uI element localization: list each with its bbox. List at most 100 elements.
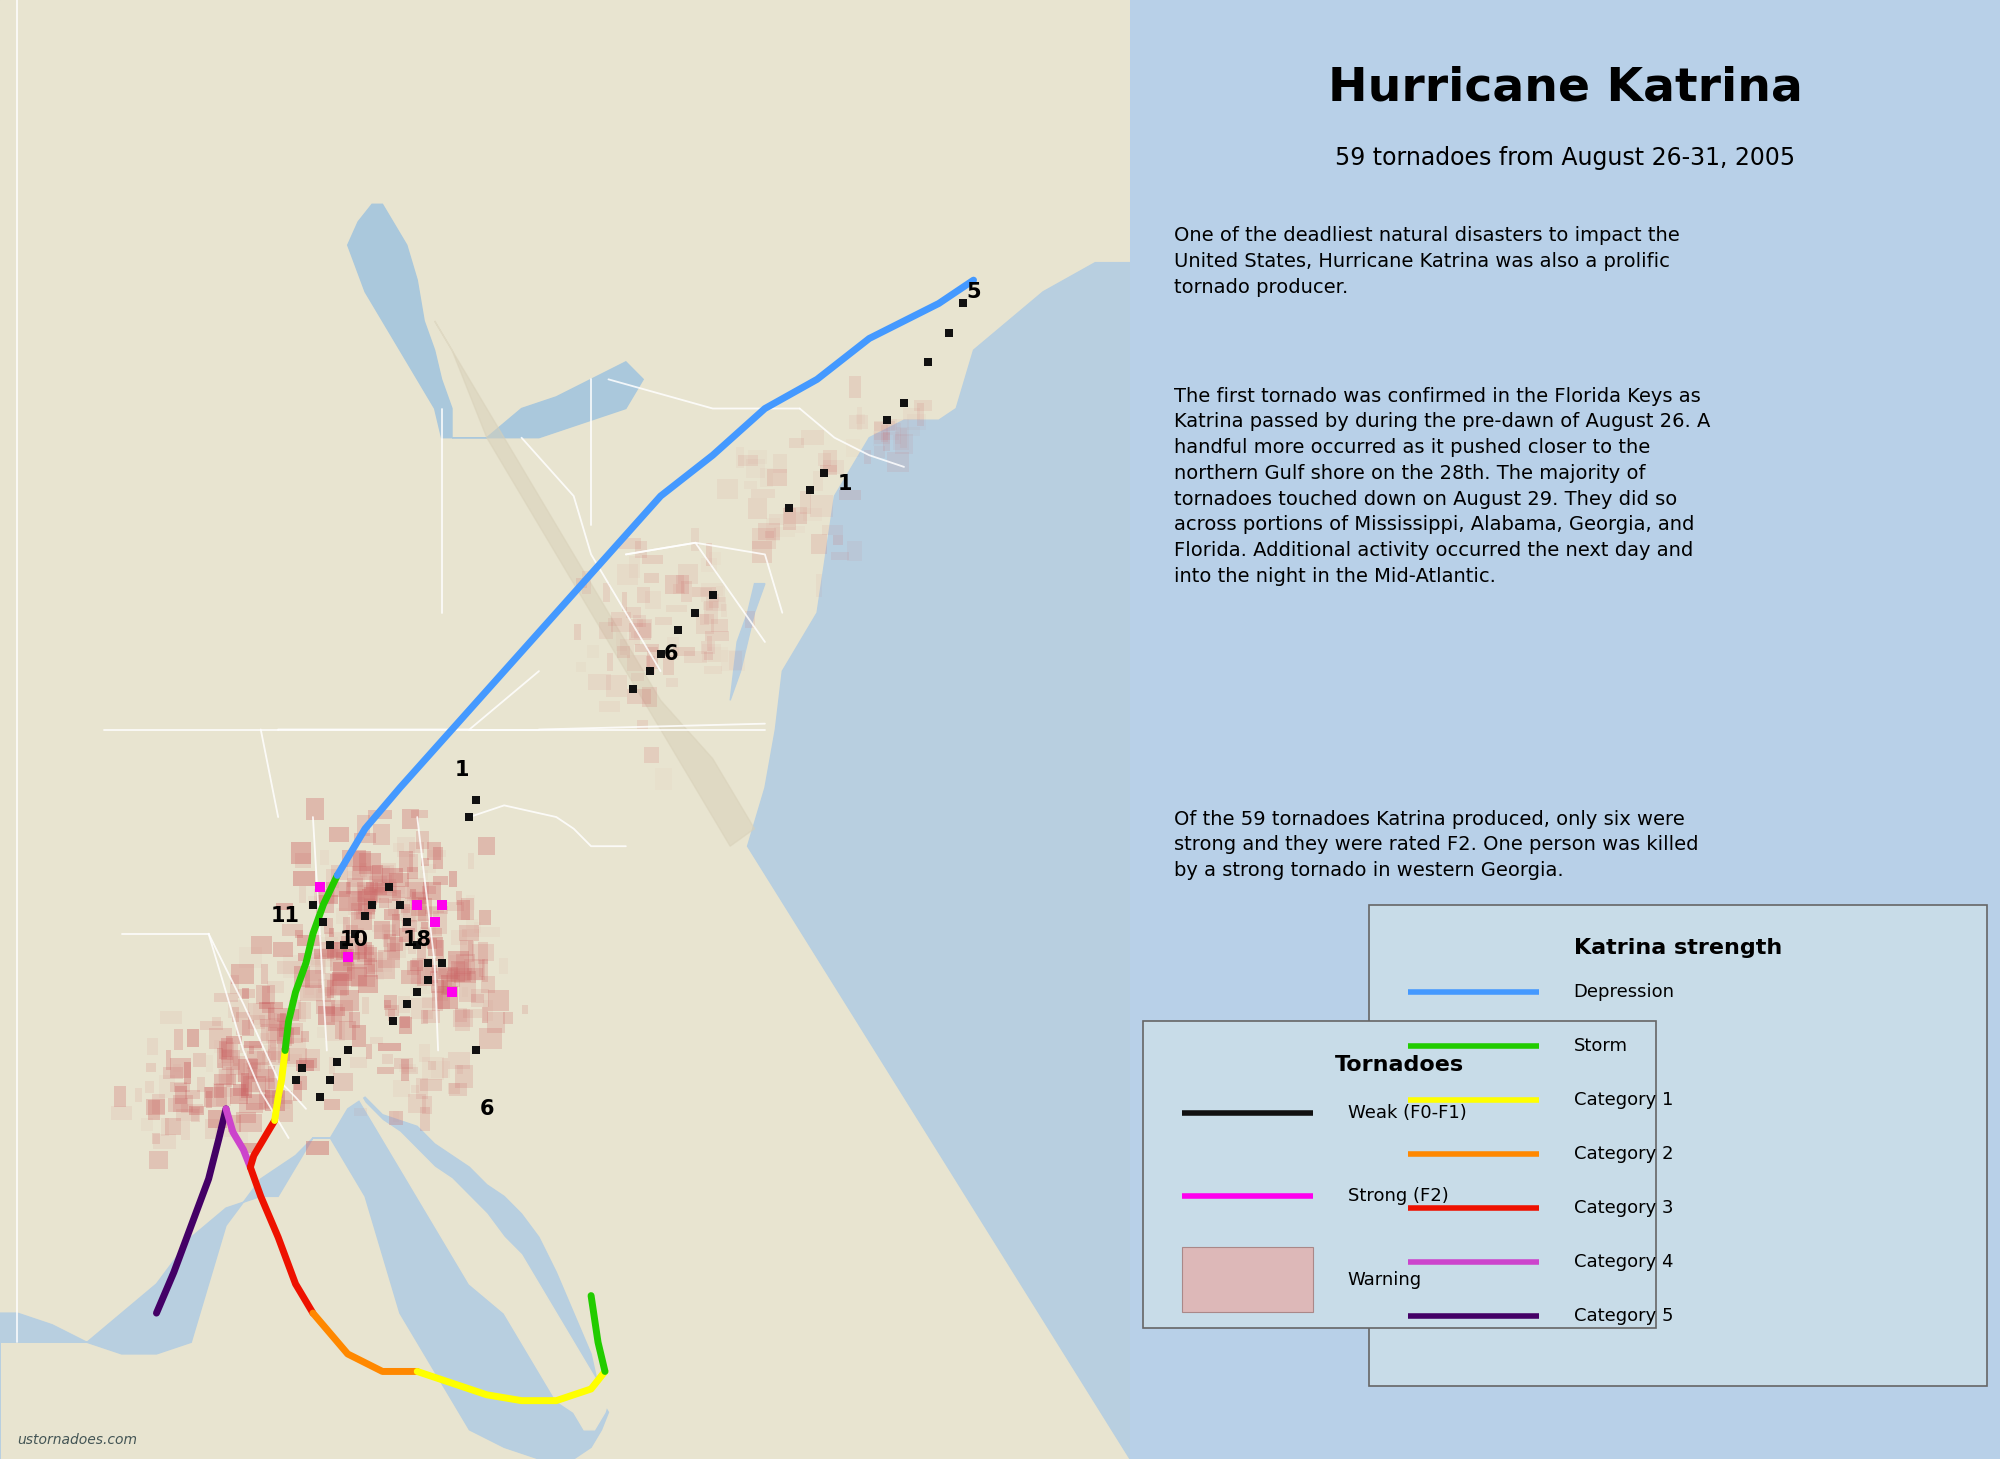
Bar [448,1084,460,1094]
Bar [620,639,634,655]
Bar [758,522,780,540]
Bar [402,906,414,922]
Bar [410,960,432,983]
Bar [284,1027,300,1034]
Bar [214,1126,234,1138]
Bar [622,592,628,611]
Bar [480,910,490,925]
Bar [736,446,744,468]
Bar [288,1001,300,1018]
Text: Of the 59 tornadoes Katrina produced, only six were
strong and they were rated F: Of the 59 tornadoes Katrina produced, on… [1174,810,1698,880]
Bar [370,865,394,886]
Text: 10: 10 [340,929,370,950]
Bar [262,1045,272,1053]
Bar [262,1050,268,1065]
Bar [358,940,364,963]
Bar [466,894,474,909]
Bar [384,934,396,951]
Bar [412,900,422,910]
Bar [346,961,356,979]
Bar [608,619,622,626]
Bar [748,451,766,464]
Text: Category 5: Category 5 [1574,1307,1674,1325]
Bar [438,967,458,979]
Bar [214,1074,236,1085]
Bar [254,1080,270,1090]
Bar [374,824,390,845]
Bar [358,928,364,943]
Bar [576,662,586,673]
Bar [784,506,806,524]
Bar [314,948,334,960]
Bar [190,1107,200,1122]
Bar [326,868,338,887]
Bar [636,619,642,626]
Bar [482,1007,488,1023]
Bar [372,878,396,893]
Bar [618,563,638,585]
Bar [294,1081,302,1102]
Bar [418,919,436,935]
Bar [230,975,238,994]
Bar [422,864,436,874]
Bar [246,1050,266,1069]
Bar [850,376,862,398]
Bar [702,603,712,610]
Bar [170,1058,192,1078]
Bar [294,1010,300,1021]
Bar [424,906,448,913]
Bar [482,959,488,982]
Bar [760,468,774,487]
Bar [242,1077,266,1093]
Bar [702,643,720,662]
Bar [812,471,824,492]
Bar [240,1045,262,1053]
Bar [344,918,350,934]
Bar [874,422,894,430]
Bar [238,1059,258,1081]
Bar [354,1109,368,1116]
Bar [882,432,890,451]
Bar [410,960,424,972]
Bar [150,1151,168,1169]
Bar [376,881,398,896]
Bar [606,654,612,671]
Bar [272,1046,278,1059]
Bar [406,891,416,900]
Bar [434,848,442,868]
Bar [298,953,308,960]
Bar [252,1077,270,1093]
Bar [752,541,772,563]
Bar [308,896,316,909]
Bar [408,961,418,976]
Bar [364,943,372,966]
Bar [874,422,890,441]
Bar [228,1115,242,1132]
Bar [358,943,366,959]
Bar [282,1048,290,1061]
Bar [784,508,796,530]
Bar [252,935,272,954]
Bar [278,961,300,975]
Bar [428,1061,436,1069]
Bar [402,810,420,829]
Bar [266,1078,282,1099]
Bar [468,941,474,961]
Bar [408,842,424,854]
Bar [342,849,366,867]
Bar [334,963,352,980]
Bar [702,557,716,572]
Bar [264,1096,280,1109]
Bar [676,575,684,592]
Bar [894,435,912,454]
Bar [416,1078,428,1099]
Bar [428,849,446,858]
Bar [242,1020,254,1036]
Bar [436,940,444,961]
Bar [348,966,368,986]
Bar [180,1104,202,1113]
Bar [298,886,306,903]
Bar [344,948,354,966]
Bar [296,1059,314,1071]
Bar [384,1005,398,1015]
